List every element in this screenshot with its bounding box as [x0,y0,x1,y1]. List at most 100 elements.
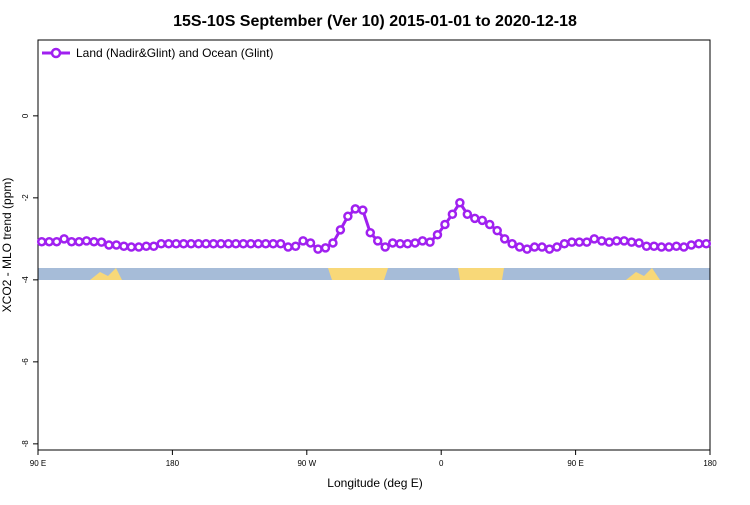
data-point [484,219,495,230]
data-point [582,237,592,247]
data-point [171,239,181,249]
y-tick-label: -4 [21,276,30,284]
data-point [201,239,211,249]
chart-title: 15S-10S September (Ver 10) 2015-01-01 to… [173,13,577,30]
data-point [36,236,47,247]
data-point [134,242,144,252]
data-point [163,239,174,249]
data-point [701,239,712,249]
data-point [410,238,420,248]
x-axis-label: Longitude (deg E) [327,476,422,490]
data-point [529,242,540,252]
data-point [380,242,390,252]
data-point [186,239,196,249]
data-point [567,237,577,247]
data-point [66,236,77,247]
data-point [611,236,622,246]
data-point [559,239,570,249]
data-point [402,239,413,249]
data-point [619,236,629,246]
data-point [141,241,152,251]
data-point [432,230,443,240]
data-point [148,241,159,251]
data-point [574,237,585,247]
data-point [507,239,517,249]
x-tick-label: 90 W [297,459,316,468]
data-point [626,237,637,247]
data-point [223,239,234,249]
data-point [283,242,293,252]
data-point [462,209,473,219]
data-point [268,239,278,249]
data-point [686,240,697,250]
data-point [178,239,189,249]
x-tick-label: 0 [439,459,444,468]
y-tick-label: -2 [21,194,30,202]
data-point [96,237,107,247]
data-point [671,241,682,251]
x-tick-label: 180 [166,459,180,468]
y-tick-label: 0 [21,113,30,118]
land-patch [458,268,504,280]
data-point [104,240,114,250]
data-point [447,209,458,219]
data-point [537,242,547,252]
data-point [335,225,346,235]
data-point [328,238,338,248]
x-tick-label: 90 E [567,459,583,468]
legend-label: Land (Nadir&Glint) and Ocean (Glint) [76,46,273,60]
data-point [477,215,488,226]
data-point [246,239,256,249]
data-point [81,236,92,246]
data-point [260,239,271,249]
data-point [641,241,652,251]
data-point [290,241,301,251]
data-point [343,211,353,222]
data-point [59,234,69,244]
data-point [89,236,99,247]
data-point [694,239,704,249]
data-point [417,236,428,246]
data-point [156,239,166,249]
y-tick-label: -8 [21,440,30,448]
data-point [552,242,562,252]
data-point [395,239,405,249]
data-point [313,244,323,254]
data-point [298,236,308,246]
data-point [119,241,129,251]
data-point [679,242,689,252]
data-point [305,238,316,248]
data-point [275,239,286,249]
data-point [649,241,659,251]
data-point [365,227,376,238]
data-point [231,239,241,249]
data-point [51,236,62,247]
x-tick-label: 180 [703,459,717,468]
data-point [596,236,607,246]
data-point [126,242,137,252]
data-point [111,240,122,250]
y-axis-label: XCO2 - MLO trend (ppm) [0,178,14,313]
data-point [350,204,361,214]
data-point [544,244,555,254]
data-point [455,198,465,208]
data-point [425,237,435,247]
data-point [387,238,398,248]
data-point [492,225,502,236]
data-point [253,239,264,249]
land-patch [90,268,122,280]
data-point [44,236,54,247]
y-tick-label: -6 [21,358,30,366]
data-point [440,219,450,230]
land-patch [328,268,388,280]
data-point [320,243,331,253]
data-point [656,242,667,252]
data-point [604,237,614,247]
data-point [216,239,226,249]
data-point [193,239,204,249]
data-point [208,239,219,249]
data-point [358,205,368,215]
data-point [664,242,674,252]
data-point [522,244,532,254]
